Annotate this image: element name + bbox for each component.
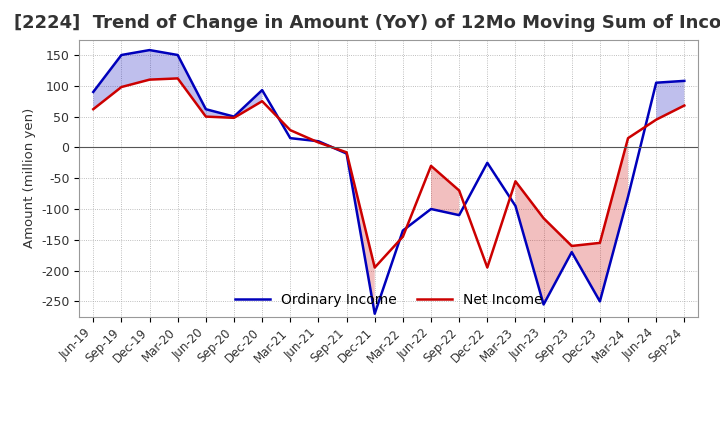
Ordinary Income [314,139,323,144]
Ordinary Income [370,311,379,316]
Net Income [286,128,294,133]
Net Income [174,76,182,81]
Ordinary Income [89,89,98,95]
Net Income [145,77,154,82]
Net Income [539,216,548,221]
Ordinary Income [399,228,408,233]
Ordinary Income [567,249,576,255]
Net Income [202,114,210,119]
Ordinary Income [511,203,520,209]
Net Income [483,265,492,270]
Ordinary Income [652,80,660,85]
Ordinary Income [174,52,182,58]
Ordinary Income [455,213,464,218]
Net Income [652,117,660,122]
Net Income [511,179,520,184]
Net Income [624,136,632,141]
Ordinary Income [145,48,154,53]
Ordinary Income [202,106,210,112]
Ordinary Income [342,151,351,156]
Ordinary Income [117,52,126,58]
Ordinary Income [595,299,604,304]
Title: [2224]  Trend of Change in Amount (YoY) of 12Mo Moving Sum of Incomes: [2224] Trend of Change in Amount (YoY) o… [14,15,720,33]
Ordinary Income [483,160,492,165]
Line: Ordinary Income: Ordinary Income [94,50,684,314]
Legend: Ordinary Income, Net Income: Ordinary Income, Net Income [229,287,549,313]
Net Income [230,115,238,121]
Net Income [595,240,604,246]
Net Income [117,84,126,90]
Net Income [455,188,464,193]
Ordinary Income [427,206,436,212]
Line: Net Income: Net Income [94,78,684,268]
Net Income [89,106,98,112]
Net Income [680,103,688,108]
Ordinary Income [286,136,294,141]
Ordinary Income [680,78,688,84]
Ordinary Income [230,114,238,119]
Net Income [399,234,408,239]
Net Income [567,243,576,249]
Net Income [427,163,436,169]
Net Income [258,99,266,104]
Net Income [342,150,351,155]
Ordinary Income [624,194,632,199]
Ordinary Income [539,302,548,307]
Y-axis label: Amount (million yen): Amount (million yen) [22,108,35,248]
Ordinary Income [258,88,266,93]
Net Income [370,265,379,270]
Net Income [314,140,323,145]
